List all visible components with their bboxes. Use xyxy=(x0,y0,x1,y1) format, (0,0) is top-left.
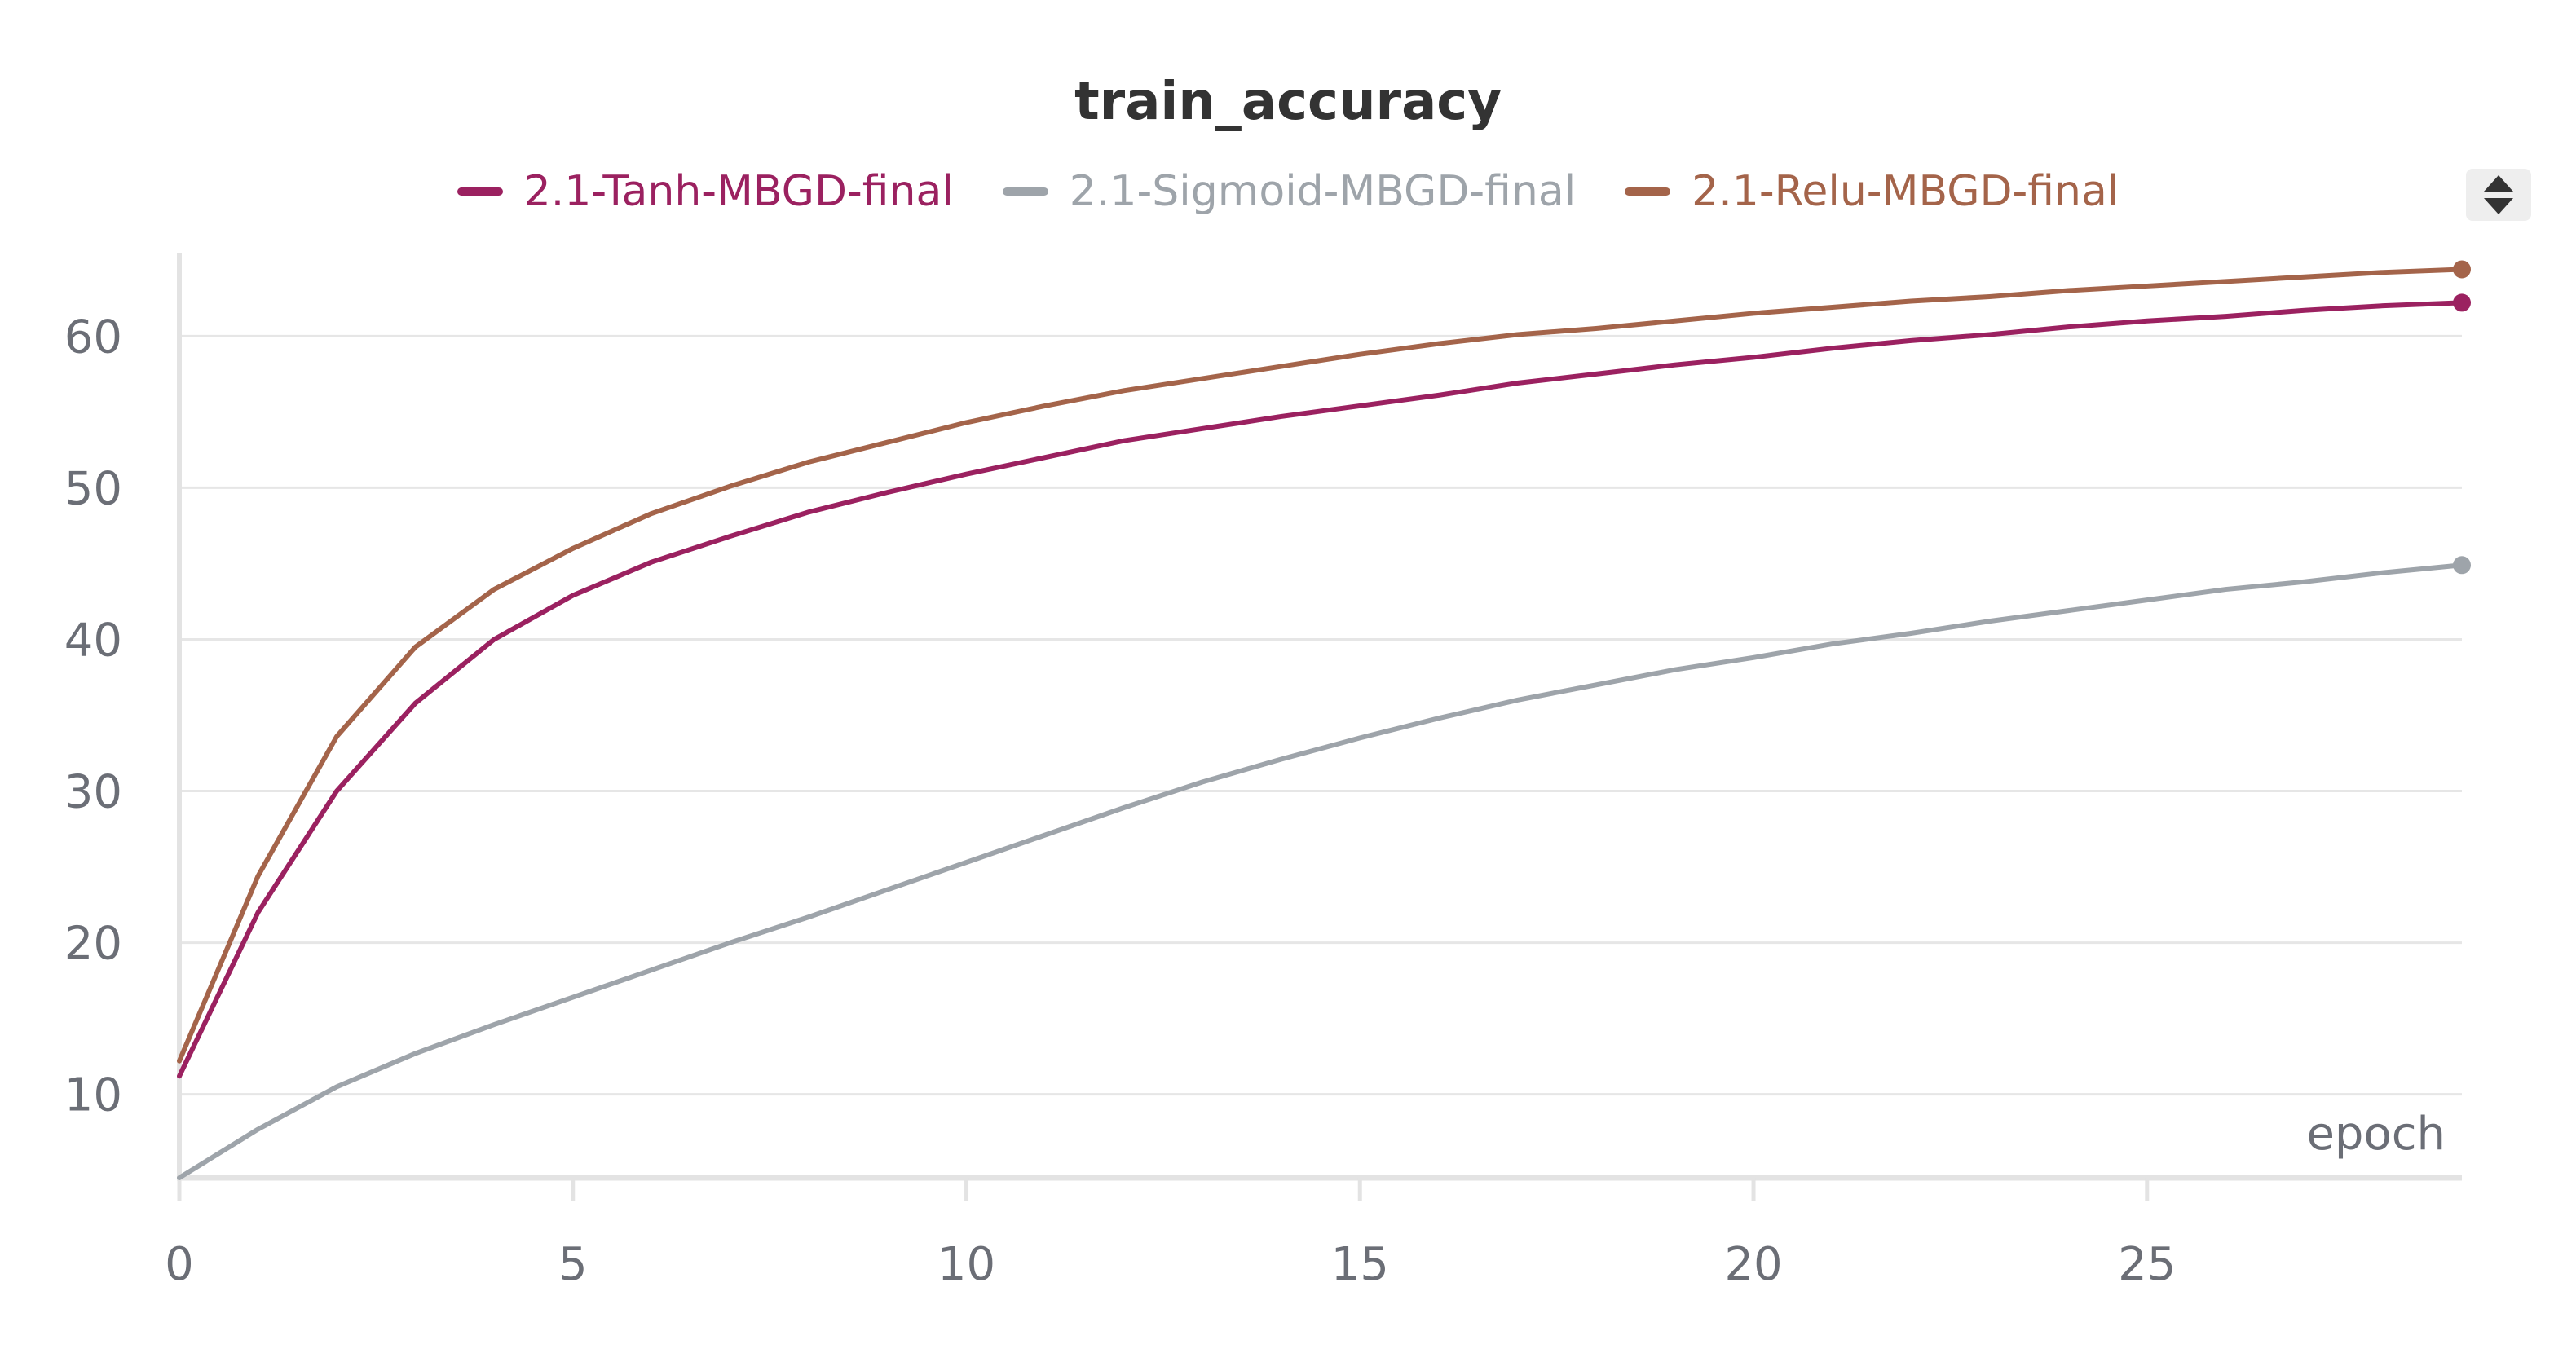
series-line-1 xyxy=(177,562,2464,1180)
x-tick-label: 0 xyxy=(165,1238,194,1291)
grid xyxy=(179,334,2462,1096)
x-tick-label: 25 xyxy=(2118,1238,2176,1291)
y-tick-label: 10 xyxy=(64,1069,122,1122)
y-tick-label: 40 xyxy=(64,614,122,667)
legend-item-0[interactable]: 2.1-Tanh-MBGD-final xyxy=(457,167,954,216)
y-tick-label: 60 xyxy=(64,311,122,364)
sort-arrows-icon xyxy=(2484,175,2513,214)
y-tick-label: 50 xyxy=(64,462,122,515)
series-line-2 xyxy=(177,267,2464,1064)
x-tick-label: 10 xyxy=(937,1238,995,1291)
legend-label: 2.1-Tanh-MBGD-final xyxy=(523,167,954,216)
x-tick-label: 20 xyxy=(1724,1238,1782,1291)
x-tick-label: 5 xyxy=(558,1238,588,1291)
legend-item-2[interactable]: 2.1-Relu-MBGD-final xyxy=(1625,167,2119,216)
series-end-point-0 xyxy=(2453,293,2471,312)
legend-label: 2.1-Relu-MBGD-final xyxy=(1692,167,2119,216)
series-lines xyxy=(177,260,2471,1180)
legend-swatch xyxy=(1002,187,1048,196)
y-tick-label: 30 xyxy=(64,766,122,819)
chart-menu-button[interactable] xyxy=(2466,169,2531,221)
legend-label: 2.1-Sigmoid-MBGD-final xyxy=(1069,167,1577,216)
x-tick-label: 15 xyxy=(1331,1238,1389,1291)
legend-item-1[interactable]: 2.1-Sigmoid-MBGD-final xyxy=(1002,167,1577,216)
series-end-point-2 xyxy=(2453,260,2471,279)
axes: 10 20 30 40 50 60 0 5 10 15 20 25 xyxy=(64,253,2462,1291)
chart-title: train_accuracy xyxy=(1074,72,1502,132)
legend-swatch xyxy=(457,187,503,196)
series-end-point-1 xyxy=(2453,556,2471,575)
y-tick-label: 20 xyxy=(64,918,122,971)
x-axis-label: epoch xyxy=(2306,1108,2446,1161)
legend-swatch xyxy=(1625,187,1671,196)
legend: 2.1-Tanh-MBGD-final 2.1-Sigmoid-MBGD-fina… xyxy=(0,167,2576,216)
series-line-0 xyxy=(177,300,2464,1079)
